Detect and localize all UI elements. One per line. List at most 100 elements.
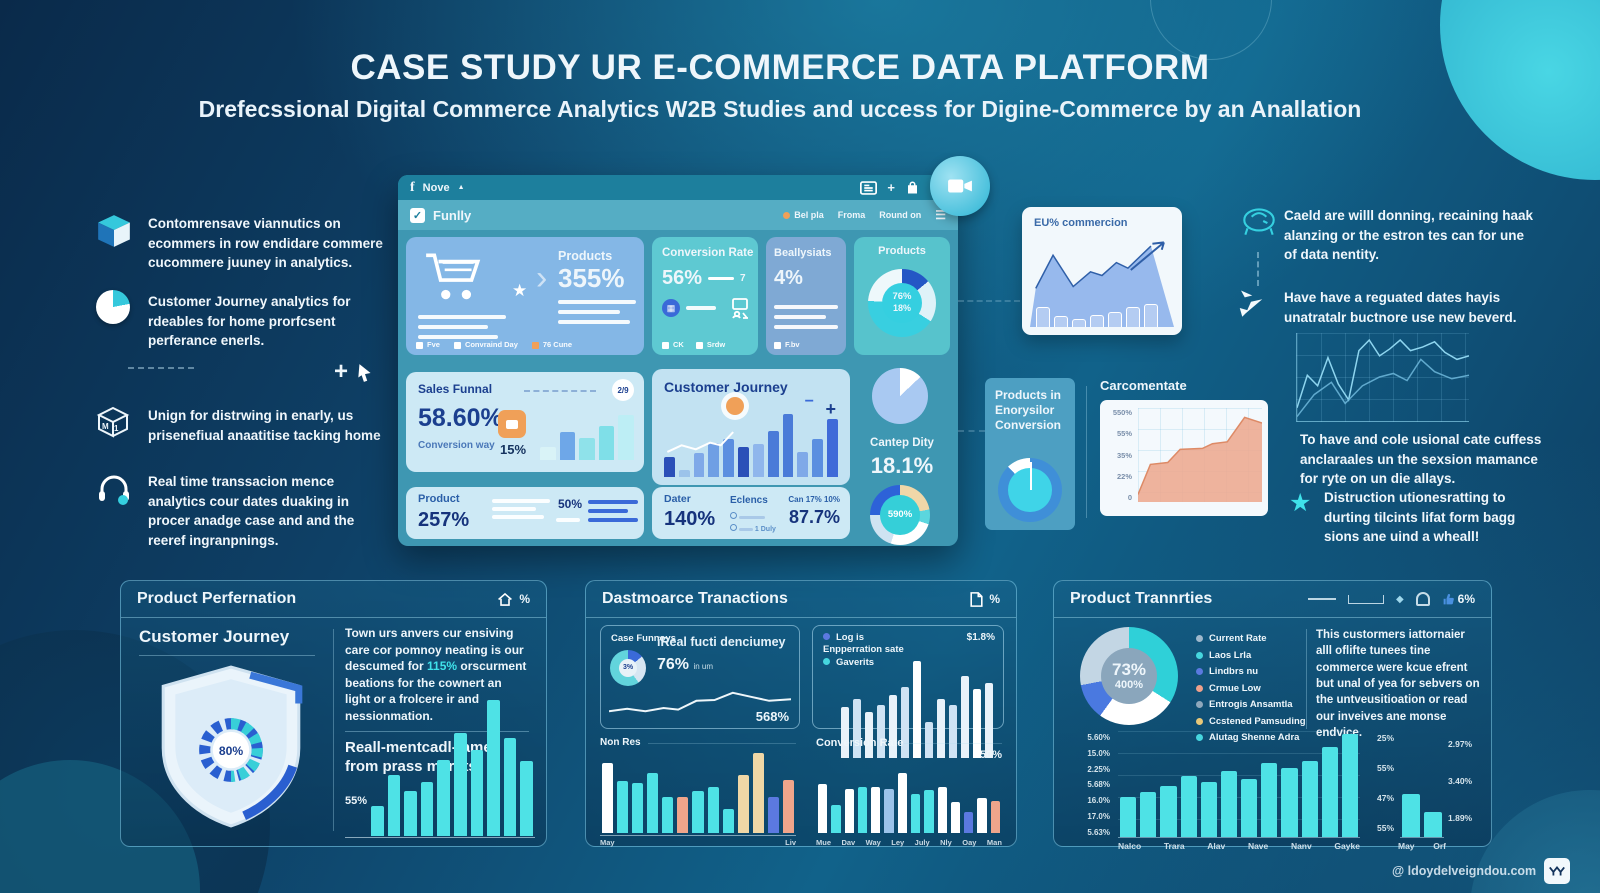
- panel-paragraph: This custormers iattornaier alll oflifte…: [1316, 629, 1480, 739]
- conversion-x-axis: Mue Dav Way Ley July Nly Oay Man: [816, 838, 1002, 847]
- customer-journey-card: Customer Journey − +: [652, 369, 850, 485]
- non-res-x-axis: May Liv: [600, 838, 796, 847]
- card-value: 140%: [664, 508, 716, 530]
- camera-badge[interactable]: [930, 156, 990, 216]
- document-icon[interactable]: [970, 591, 983, 607]
- panel-header: Dastmoarce Tranactions %: [586, 581, 1016, 618]
- legend-dot: [1196, 651, 1203, 659]
- eu-bars: [1034, 274, 1160, 327]
- highlight-value: 115%: [427, 659, 458, 674]
- pie-circle-icon: [96, 290, 130, 324]
- trends-donut-chart: 73% 400%: [1080, 627, 1178, 725]
- legend-label: Crmue Low: [1209, 682, 1261, 694]
- legend-label: Fve: [427, 340, 440, 349]
- card-value: 56%: [662, 267, 703, 289]
- note-text: Distruction utionesratting to durting ti…: [1324, 490, 1516, 545]
- donut-needle: [1030, 461, 1032, 490]
- card-title: Beallysiats: [774, 247, 832, 259]
- note-text: To have and cole usional cate cuffess an…: [1300, 432, 1542, 487]
- facebook-icon[interactable]: f: [410, 179, 415, 195]
- legend-label: Entrogis Ansamtla: [1209, 699, 1293, 710]
- news-icon[interactable]: [860, 180, 878, 195]
- session-grid-chart: [1296, 333, 1469, 422]
- legend-dot: [823, 657, 830, 665]
- arrows-icon: [1239, 290, 1263, 317]
- enorysilor-panel: Products in Enorysilor Conversion: [985, 378, 1075, 530]
- gift-icon: [498, 410, 526, 438]
- status-label[interactable]: Bel pla: [794, 210, 824, 220]
- note-text: Customer Journey analytics for rdeables …: [148, 294, 351, 349]
- nav-link[interactable]: Froma: [837, 210, 866, 220]
- trannrties-x-axis: Nalco Trara Alav Nave Nanv Gayke: [1118, 841, 1360, 851]
- note-item: [95, 212, 133, 255]
- products-donut-chart: 76% 18%: [868, 269, 936, 337]
- note-text: Contomrensave viannutics on ecommers in …: [148, 216, 383, 271]
- legend-dot: [1196, 684, 1203, 692]
- chart-annotation: 568%: [755, 709, 789, 724]
- legend-swatch: [695, 341, 703, 349]
- legend-label: CK: [673, 340, 684, 349]
- star-bullet-icon: ★: [1289, 489, 1312, 517]
- legend-label: Gaverits: [836, 656, 875, 668]
- trannrties-y-axis: 5.60% 15.0% 2.25% 5.68% 16.0% 17.0% 5.63%: [1087, 733, 1110, 837]
- headset-icon: [99, 475, 129, 505]
- donut-value2: 18%: [892, 303, 911, 314]
- note-item: [95, 472, 133, 511]
- donut-legend: Current Rate Laos Lrla Lindbrs nu Crmue …: [1196, 633, 1306, 743]
- y-axis-label: 55%: [345, 795, 368, 807]
- side-label: Cantep Dity: [870, 437, 934, 449]
- carcomentate-y-axis: 550% 55% 35% 22% 0: [1112, 408, 1132, 502]
- flow-dashes: [524, 390, 596, 392]
- legend-label: Log is: [836, 632, 864, 643]
- enpperration-card: Log is Enpperration sate Gaverits $1.8%: [812, 625, 1004, 758]
- bracket-icon[interactable]: [1347, 594, 1384, 604]
- donut-value2: 400%: [1114, 679, 1144, 692]
- home-icon[interactable]: [497, 592, 513, 607]
- eu-commercion-card: EU% commercion: [1022, 207, 1182, 335]
- credit-logo: [1544, 858, 1570, 884]
- funnoys-donut: 3%: [610, 650, 646, 686]
- thumb-up-icon[interactable]: [1442, 593, 1455, 606]
- divider-vertical: [1086, 386, 1087, 518]
- menu-icon[interactable]: ☰: [935, 208, 946, 222]
- slider-icon[interactable]: [1307, 598, 1336, 600]
- card-value: 76%: [657, 656, 690, 673]
- add-icon[interactable]: +: [887, 180, 895, 195]
- connector-line: [958, 430, 985, 432]
- diamond-icon[interactable]: ◆: [1395, 593, 1404, 605]
- legend-label: Lindbrs nu: [1209, 666, 1259, 677]
- note-item: [96, 290, 130, 324]
- press-marnts-bars: [369, 700, 535, 836]
- chart-annotation: $1.8%: [966, 632, 995, 643]
- bag-icon[interactable]: [905, 180, 920, 195]
- page-subtitle: Drefecssional Digital Commerce Analytics…: [198, 96, 1362, 122]
- mini-x-axis: May Orf: [1398, 841, 1446, 851]
- products-donut-card: Products 76% 18%: [854, 237, 950, 355]
- legend-dot: [1196, 668, 1203, 675]
- product-row-card: Product 257% 50%: [406, 487, 644, 539]
- card-title: Conversion Rate: [662, 247, 754, 259]
- legend-label: Convraind Day: [464, 340, 518, 349]
- zoom-out-icon[interactable]: −: [804, 393, 814, 410]
- col2-sub: 1 Duly: [754, 526, 776, 533]
- logo-glyph-icon: [1549, 865, 1565, 876]
- card-pct: 15%: [500, 442, 527, 457]
- panel-title: Product Perfernation: [137, 590, 297, 607]
- donut-value: 76%: [892, 291, 912, 303]
- conversion-rate-bars: [816, 763, 1002, 833]
- legend-label: Laos Lrla: [1209, 649, 1252, 661]
- card-title: Sales Funnal: [418, 382, 493, 396]
- dashboard-titlebar: f Nove ▲ +: [398, 175, 958, 200]
- legend-label: F.bv: [785, 340, 800, 349]
- nav-link[interactable]: Round on: [879, 210, 922, 220]
- step-badge: 2/9: [612, 379, 634, 401]
- shield-value: 80%: [219, 744, 243, 758]
- legend-swatch: [662, 341, 669, 349]
- divider-vertical-dashed: [1257, 252, 1259, 286]
- checkbox-icon[interactable]: ✓: [410, 207, 425, 223]
- case-funnoys-card: Case Funnoys 3% iReal fucti denciumey 76…: [600, 625, 800, 729]
- card-trail: 7: [740, 273, 746, 284]
- bell-icon[interactable]: [1415, 592, 1430, 606]
- cursor-icon: [358, 364, 371, 382]
- zoom-in-icon[interactable]: +: [825, 399, 836, 419]
